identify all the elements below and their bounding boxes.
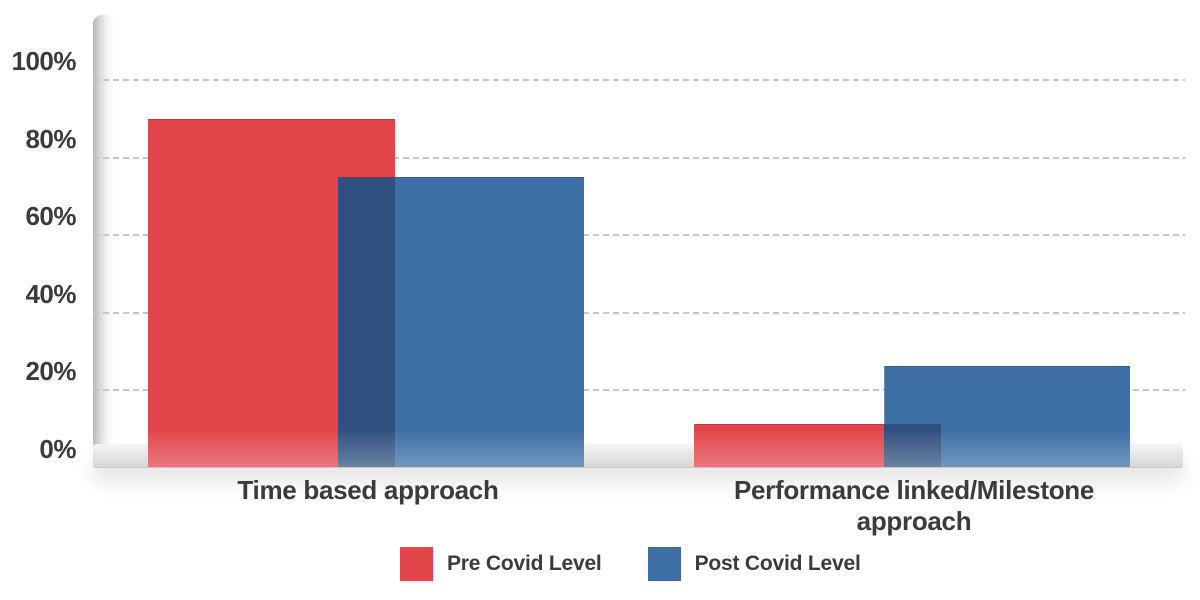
gridline-80 (93, 157, 1185, 159)
y-axis-line (93, 15, 114, 467)
legend: Pre Covid Level Post Covid Level (400, 547, 861, 581)
y-tick-40: 40% (25, 279, 76, 309)
category-label-performance-linked: Performance linked/Milestone approach (733, 475, 1095, 536)
legend-item-pre-covid: Pre Covid Level (400, 547, 602, 581)
y-tick-80: 80% (25, 124, 76, 154)
category-label-time-based: Time based approach (237, 475, 499, 505)
legend-item-post-covid: Post Covid Level (647, 547, 861, 581)
gridline-20 (93, 389, 1185, 391)
gridline-60 (93, 234, 1185, 236)
gridline-100 (93, 79, 1185, 81)
legend-label-post-covid: Post Covid Level (694, 552, 861, 575)
y-tick-0: 0% (39, 434, 76, 464)
legend-swatch-post-covid (647, 547, 681, 581)
y-tick-20: 20% (25, 356, 76, 386)
y-tick-100: 100% (11, 46, 77, 76)
legend-label-pre-covid: Pre Covid Level (447, 552, 602, 575)
y-tick-60: 60% (25, 201, 76, 231)
bar-overlap-time-based-approach (338, 177, 395, 467)
legend-swatch-pre-covid (400, 547, 433, 581)
bar-overlap-performance-linked-milestone-approach (884, 424, 941, 467)
gridline-40 (93, 312, 1185, 314)
